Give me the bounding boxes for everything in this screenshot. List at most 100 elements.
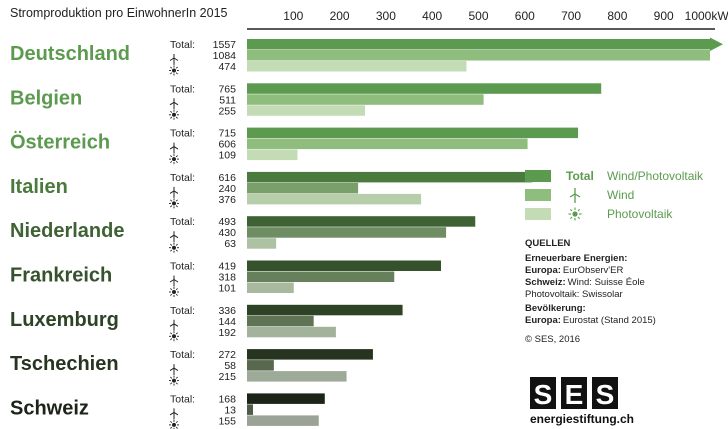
tick-label: 800 [607, 9, 627, 23]
country-name: Österreich [10, 131, 110, 154]
country-name: Belgien [10, 87, 82, 109]
sun-icon [169, 109, 179, 120]
pv-value: 376 [218, 194, 236, 206]
bar-pv [247, 238, 277, 249]
bar-total [247, 127, 579, 139]
logo-box-1 [530, 377, 556, 409]
legend-swatch-pv [525, 208, 551, 220]
tick-label: 900 [654, 9, 674, 23]
total-value: 493 [218, 216, 236, 228]
pv-value: 155 [218, 415, 236, 427]
legend-swatch-total [525, 170, 551, 182]
bar-wind [247, 271, 395, 282]
sun-icon [169, 287, 179, 297]
bar-total [247, 171, 533, 183]
total-value: 168 [218, 393, 236, 405]
total-label: Total: [170, 349, 195, 361]
bar-wind [247, 360, 274, 371]
wind-icon [569, 188, 581, 203]
logo-letter-3: S [596, 379, 615, 410]
x-axis-ticks: 100 200 300 400 500 600 700 800 900 1000kWh [247, 9, 728, 30]
wind-value: 13 [224, 404, 236, 416]
wind-icon [169, 319, 179, 331]
wind-icon [169, 231, 179, 243]
sources-schweiz-label: Schweiz: [525, 277, 566, 288]
total-label: Total: [170, 172, 195, 184]
tick-label: 400 [422, 9, 442, 23]
sources-re-heading: Erneuerbare Energien: [525, 253, 627, 264]
wind-icon [169, 54, 179, 65]
tick-label: 500 [468, 9, 488, 23]
sources-pv-line: Photovoltaik: Swissolar [525, 289, 623, 300]
total-value: 1557 [213, 39, 237, 51]
wind-icon [169, 98, 179, 110]
wind-value: 240 [218, 183, 236, 195]
total-label: Total: [170, 128, 195, 140]
sources-europa-line: Europa: EurObserv'ER [525, 265, 623, 276]
ses-logo: S E S energiestiftung.ch [530, 377, 634, 426]
sun-icon [169, 331, 179, 342]
total-label: Total: [170, 83, 195, 95]
sources-heading: QUELLEN [525, 238, 571, 249]
bar-pv [247, 282, 294, 293]
wind-icon [169, 408, 179, 420]
sources-pop-heading: Bevölkerung: [525, 303, 586, 314]
sources-europa-value: EurObserv'ER [563, 265, 624, 276]
bar-total [247, 393, 325, 404]
sun-icon [169, 154, 179, 165]
legend: Total Wind/Photovoltaik Wind Photovoltai… [525, 169, 704, 221]
sources-copyright: © SES, 2016 [525, 334, 580, 345]
pv-value: 255 [218, 105, 236, 117]
total-label: Total: [170, 305, 195, 317]
legend-label-total: Total [566, 169, 594, 183]
legend-label-wind: Wind [607, 188, 634, 202]
wind-value: 1084 [213, 50, 237, 62]
bar-wind [247, 182, 359, 194]
bar-wind [247, 404, 254, 415]
logo-letter-1: S [534, 379, 553, 410]
pv-value: 63 [224, 238, 236, 250]
bar-wind [247, 94, 484, 105]
tick-label: 200 [330, 9, 350, 23]
bar-pv [247, 149, 298, 161]
total-label: Total: [170, 39, 195, 51]
total-value: 616 [218, 172, 236, 184]
logo-box-2 [561, 377, 587, 409]
pv-value: 109 [218, 150, 236, 162]
tick-label: 300 [376, 9, 396, 23]
logo-letter-2: E [565, 379, 584, 410]
total-value: 336 [218, 305, 236, 317]
wind-value: 511 [219, 94, 236, 106]
bar-pv [247, 326, 336, 338]
country-name: Tschechien [10, 353, 119, 375]
sources-schweiz-line: Schweiz: Wind: Suisse Éole [525, 277, 645, 288]
bar-wind [247, 50, 710, 61]
bar-pv [247, 105, 366, 116]
legend-swatch-wind [525, 189, 551, 201]
country-name: Frankreich [10, 265, 112, 287]
bar-total [247, 39, 710, 50]
wind-icon [169, 364, 179, 376]
sources-pop-label: Europa: [525, 315, 561, 326]
bar-total [247, 83, 602, 94]
bar-total [247, 216, 476, 227]
logo-text: energiestiftung.ch [530, 412, 634, 426]
sun-icon [169, 375, 179, 386]
sun-icon [169, 198, 179, 209]
total-value: 765 [218, 83, 236, 95]
wind-value: 144 [218, 316, 236, 328]
total-value: 419 [218, 261, 236, 273]
sun-icon [169, 65, 179, 76]
bar-total [247, 304, 403, 316]
wind-value: 430 [218, 227, 236, 239]
tick-label: 600 [515, 9, 535, 23]
pv-value: 215 [218, 371, 236, 383]
